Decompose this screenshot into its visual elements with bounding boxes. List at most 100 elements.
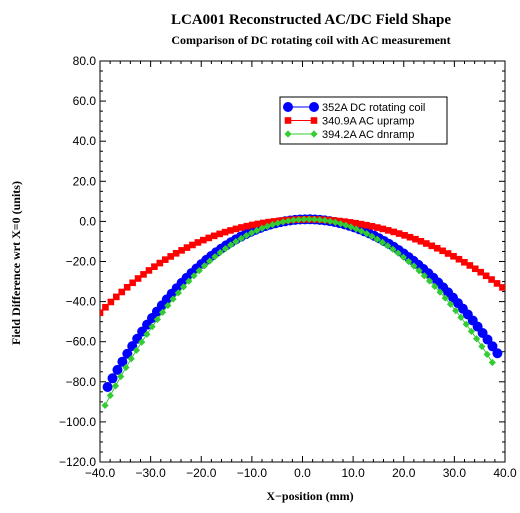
data-point — [444, 250, 452, 257]
data-point — [183, 244, 191, 251]
data-point — [446, 300, 455, 308]
data-point — [346, 219, 354, 226]
legend-label: 340.9A AC upramp — [322, 116, 414, 128]
legend: 352A DC rotating coil 340.9A AC upramp394… — [279, 96, 448, 145]
x-axis-label: X−position (mm) — [266, 489, 353, 503]
legend-marker — [309, 102, 319, 112]
data-point — [467, 327, 476, 336]
y-tick-label: −100.0 — [59, 415, 96, 429]
data-point — [487, 341, 498, 352]
data-point — [101, 401, 109, 410]
data-point — [211, 253, 219, 261]
data-point — [221, 245, 230, 253]
data-point — [111, 382, 120, 390]
data-point — [461, 258, 468, 266]
data-point — [300, 215, 308, 223]
data-point — [499, 284, 505, 291]
data-point — [462, 320, 470, 328]
data-point — [415, 267, 423, 275]
x-tick-label: −30.0 — [135, 466, 166, 480]
y-tick-label: −20.0 — [66, 255, 97, 269]
data-point — [112, 364, 123, 375]
legend-item: 352A DC rotating coil — [283, 102, 425, 114]
series-3 — [101, 215, 496, 410]
data-point — [423, 240, 430, 247]
data-point — [341, 218, 349, 225]
data-point — [363, 221, 370, 229]
data-point — [425, 277, 434, 285]
data-point — [310, 215, 319, 224]
chart-title: LCA001 Reconstructed AC/DC Field Shape — [171, 12, 451, 28]
data-point — [117, 372, 125, 381]
data-point — [100, 309, 104, 317]
data-point — [321, 216, 329, 225]
data-point — [405, 257, 413, 266]
data-point — [190, 272, 198, 280]
data-point — [406, 233, 414, 241]
data-point — [394, 249, 402, 257]
data-point — [466, 262, 474, 269]
x-tick-label: −40.0 — [85, 466, 116, 480]
data-point — [401, 232, 408, 239]
data-point — [417, 237, 425, 245]
data-point — [169, 295, 177, 303]
data-point — [378, 238, 387, 246]
legend-item: 394.2A AC dnramp — [284, 129, 414, 141]
y-axis-label: Field Difference wrt X=0 (units) — [9, 181, 23, 345]
data-point — [151, 263, 158, 270]
data-point — [471, 265, 479, 273]
y-tick-label: 40.0 — [73, 134, 97, 148]
data-point — [374, 224, 381, 231]
data-point — [270, 218, 278, 225]
legend-marker — [310, 130, 318, 138]
chart-subtitle: Comparison of DC rotating coil with AC m… — [171, 33, 450, 47]
data-point — [452, 307, 460, 315]
y-tick-label: −60.0 — [66, 335, 97, 349]
data-point — [420, 272, 428, 280]
data-point — [210, 232, 218, 240]
data-point — [482, 272, 490, 280]
y-tick-label: −40.0 — [66, 295, 97, 309]
data-point — [265, 218, 272, 226]
data-point — [221, 228, 229, 236]
data-point — [227, 241, 235, 249]
data-point — [102, 381, 113, 392]
data-point — [412, 235, 419, 243]
legend-marker — [283, 102, 293, 112]
data-point — [248, 229, 256, 237]
data-point — [153, 315, 161, 323]
data-point — [254, 220, 262, 228]
data-point — [200, 262, 209, 270]
data-point — [488, 276, 495, 283]
data-point — [238, 224, 245, 231]
data-point — [107, 298, 115, 306]
data-point — [473, 335, 481, 343]
legend-item: 340.9A AC upramp — [284, 116, 414, 128]
data-point — [118, 288, 126, 296]
data-point — [352, 219, 359, 227]
data-point — [433, 244, 441, 252]
data-point — [113, 293, 120, 301]
data-point — [379, 225, 387, 233]
x-tick-label: −20.0 — [186, 466, 217, 480]
data-point — [243, 222, 251, 230]
data-point — [352, 225, 360, 233]
data-point — [227, 227, 234, 234]
data-point — [232, 225, 240, 233]
data-point — [316, 216, 324, 224]
data-point — [441, 294, 449, 302]
data-point — [384, 242, 392, 250]
x-tick-label: 40.0 — [493, 466, 517, 480]
data-point — [248, 221, 256, 229]
data-point — [450, 252, 457, 260]
data-point — [106, 391, 114, 400]
data-point — [492, 348, 503, 359]
y-tick-label: −120.0 — [59, 455, 96, 469]
series-2 — [100, 216, 505, 317]
data-point — [357, 220, 365, 228]
data-point — [253, 226, 261, 235]
data-point — [102, 303, 109, 311]
y-tick-label: 80.0 — [73, 54, 97, 68]
x-tick-label: 30.0 — [443, 466, 467, 480]
